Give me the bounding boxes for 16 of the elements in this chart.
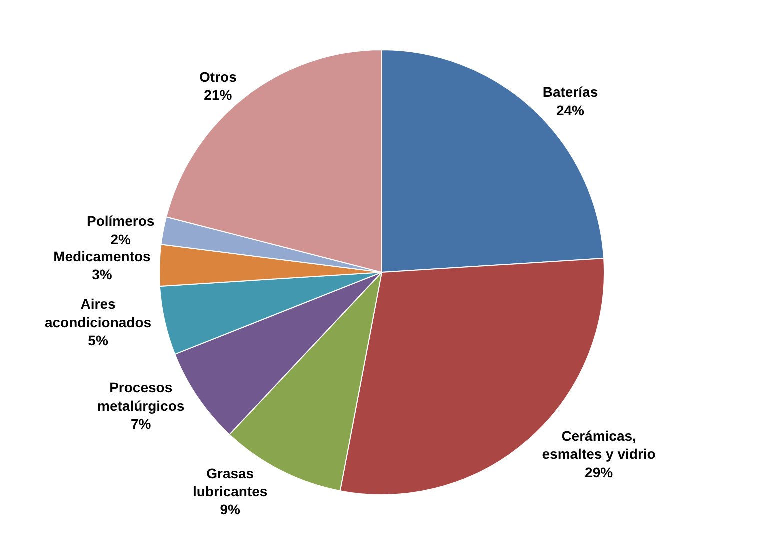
data-label: 29%	[585, 464, 614, 480]
slice-label: Aires acondicionados	[44, 296, 152, 330]
data-label: 5%	[88, 332, 109, 348]
slice-label: Polímeros	[86, 213, 155, 230]
slice-label: Cerámicas, esmaltes y vidrio	[542, 428, 656, 462]
slice-label: Otros	[200, 68, 238, 85]
slice-label: Procesos metalúrgicos	[98, 380, 185, 414]
data-label: 7%	[130, 416, 152, 432]
data-label: 9%	[220, 502, 242, 518]
slice-label: Grasas lubricantes	[192, 465, 268, 500]
slice-label: Medicamentos	[54, 248, 152, 264]
data-label: 2%	[110, 231, 132, 248]
data-label: 24%	[556, 102, 586, 118]
slice-label: Baterías	[542, 84, 598, 100]
data-label: 3%	[92, 266, 113, 283]
data-label: 21%	[204, 87, 233, 104]
